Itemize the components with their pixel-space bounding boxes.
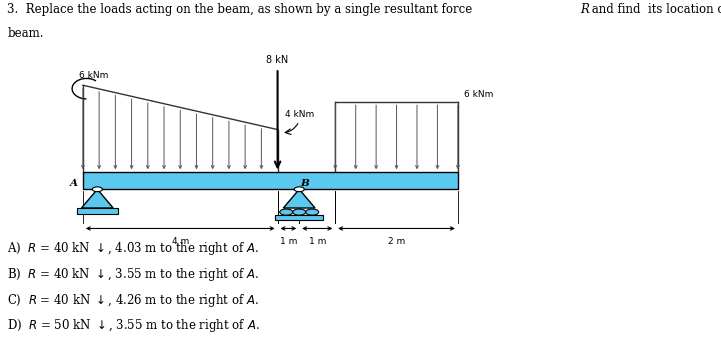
Circle shape: [293, 209, 306, 215]
Text: 4 kNm: 4 kNm: [285, 110, 314, 119]
Text: 6 kNm: 6 kNm: [464, 90, 493, 99]
Circle shape: [92, 187, 102, 192]
Bar: [77, 208, 118, 214]
Bar: [275, 215, 323, 220]
Bar: [83, 172, 458, 189]
Text: B)  $R$ = 40 kN $\downarrow$, 3.55 m to the right of $A$.: B) $R$ = 40 kN $\downarrow$, 3.55 m to t…: [7, 266, 259, 283]
Text: 1 m: 1 m: [280, 237, 297, 246]
Text: 6 kNm: 6 kNm: [79, 71, 109, 80]
Text: 2 m: 2 m: [388, 237, 405, 246]
Text: 4 m: 4 m: [172, 237, 189, 246]
Polygon shape: [283, 189, 315, 208]
Circle shape: [280, 209, 293, 215]
Circle shape: [306, 209, 319, 215]
Text: C)  $R$ = 40 kN $\downarrow$, 4.26 m to the right of $A$.: C) $R$ = 40 kN $\downarrow$, 4.26 m to t…: [7, 292, 259, 309]
Polygon shape: [81, 189, 113, 208]
Text: and find  its location on the: and find its location on the: [588, 3, 721, 16]
Text: A: A: [70, 179, 78, 188]
Text: beam.: beam.: [7, 27, 44, 40]
Text: B: B: [301, 179, 309, 188]
Text: R: R: [580, 3, 589, 16]
Circle shape: [294, 187, 304, 192]
Text: 1 m: 1 m: [309, 237, 326, 246]
Text: D)  $R$ = 50 kN $\downarrow$, 3.55 m to the right of $A$.: D) $R$ = 50 kN $\downarrow$, 3.55 m to t…: [7, 317, 260, 334]
Text: 3.  Replace the loads acting on the beam, as shown by a single resultant force: 3. Replace the loads acting on the beam,…: [7, 3, 476, 16]
Text: A)  $R$ = 40 kN $\downarrow$, 4.03 m to the right of $A$.: A) $R$ = 40 kN $\downarrow$, 4.03 m to t…: [7, 240, 259, 257]
Text: 8 kN: 8 kN: [267, 55, 288, 65]
